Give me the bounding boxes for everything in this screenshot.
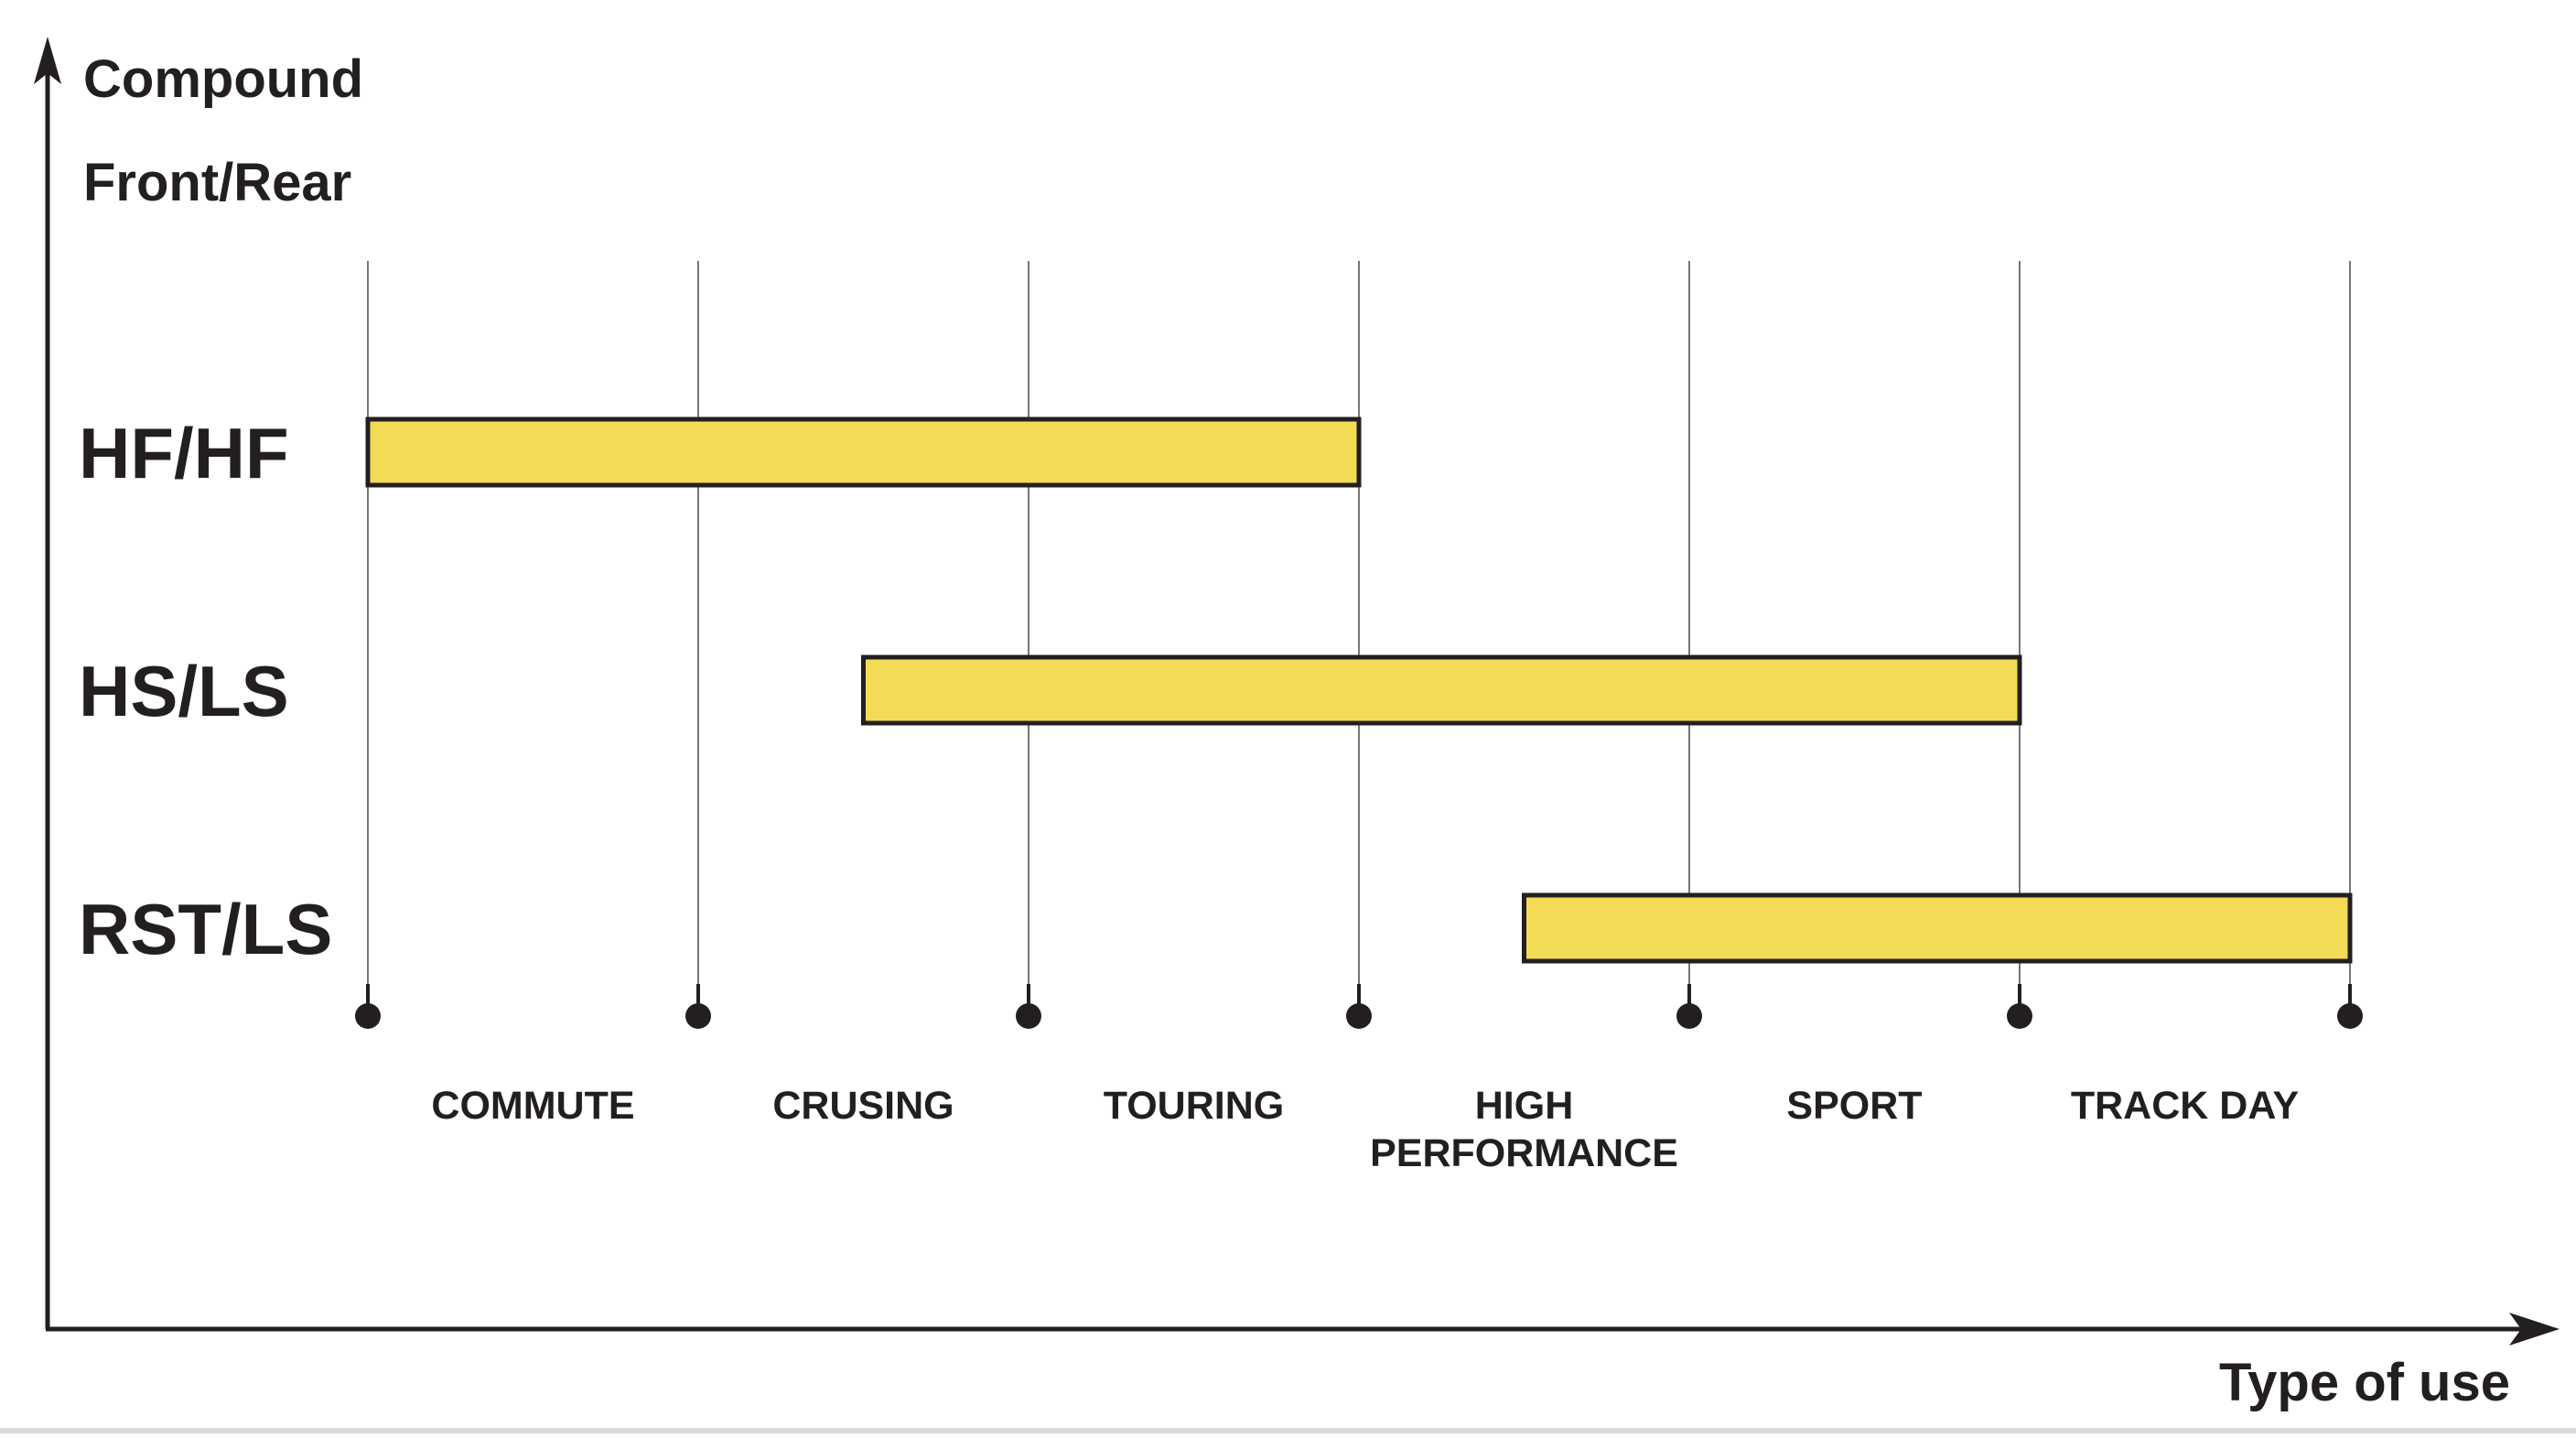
bar-rst-ls bbox=[1522, 892, 2353, 964]
category-label-sport: SPORT bbox=[1786, 1084, 1922, 1128]
category-label-crusing: CRUSING bbox=[772, 1084, 954, 1128]
y-axis-title-line-2: Front/Rear bbox=[83, 153, 351, 212]
category-label-line: TRACK DAY bbox=[2071, 1084, 2299, 1128]
tick-marker-5 bbox=[2007, 1003, 2032, 1029]
row-label-hf-hf: HF/HF bbox=[79, 413, 289, 493]
category-label-line: TOURING bbox=[1104, 1084, 1285, 1128]
category-labels-layer: COMMUTE CRUSING TOURING HIGH PERFORMANCE SPOR… bbox=[431, 1084, 2299, 1175]
category-label-line: CRUSING bbox=[772, 1084, 954, 1128]
x-axis-arrowhead bbox=[2509, 1313, 2560, 1346]
row-label-hs-ls: HS/LS bbox=[79, 651, 289, 731]
bar-hs-ls bbox=[861, 654, 2022, 726]
axes bbox=[34, 37, 2560, 1346]
bars-layer bbox=[365, 416, 2353, 964]
category-label-line: COMMUTE bbox=[431, 1084, 634, 1128]
category-label-commute: COMMUTE bbox=[431, 1084, 634, 1128]
tick-marker-3 bbox=[1346, 1003, 1372, 1029]
bottom-strip bbox=[0, 1428, 2576, 1433]
tick-marker-4 bbox=[1676, 1003, 1702, 1029]
x-axis-title: Type of use bbox=[2219, 1353, 2510, 1412]
bar-hf-hf bbox=[365, 416, 1362, 488]
tick-marker-0 bbox=[355, 1003, 381, 1029]
row-label-rst-ls: RST/LS bbox=[79, 889, 332, 969]
tick-marker-1 bbox=[685, 1003, 711, 1029]
category-label-line: HIGH bbox=[1475, 1084, 1574, 1128]
grid-layer bbox=[355, 261, 2363, 1029]
tick-marker-6 bbox=[2337, 1003, 2363, 1029]
y-axis-title-line-1: Compound bbox=[83, 49, 363, 109]
tick-marker-2 bbox=[1016, 1003, 1041, 1029]
category-label-touring: TOURING bbox=[1104, 1084, 1285, 1128]
category-label-track-day: TRACK DAY bbox=[2071, 1084, 2299, 1128]
y-axis-arrowhead bbox=[34, 37, 61, 84]
category-label-line: SPORT bbox=[1786, 1084, 1922, 1128]
row-labels-layer: HF/HF HS/LS RST/LS bbox=[79, 413, 332, 969]
category-label-high-performance: HIGH PERFORMANCE bbox=[1370, 1084, 1678, 1175]
category-label-line: PERFORMANCE bbox=[1370, 1131, 1678, 1175]
